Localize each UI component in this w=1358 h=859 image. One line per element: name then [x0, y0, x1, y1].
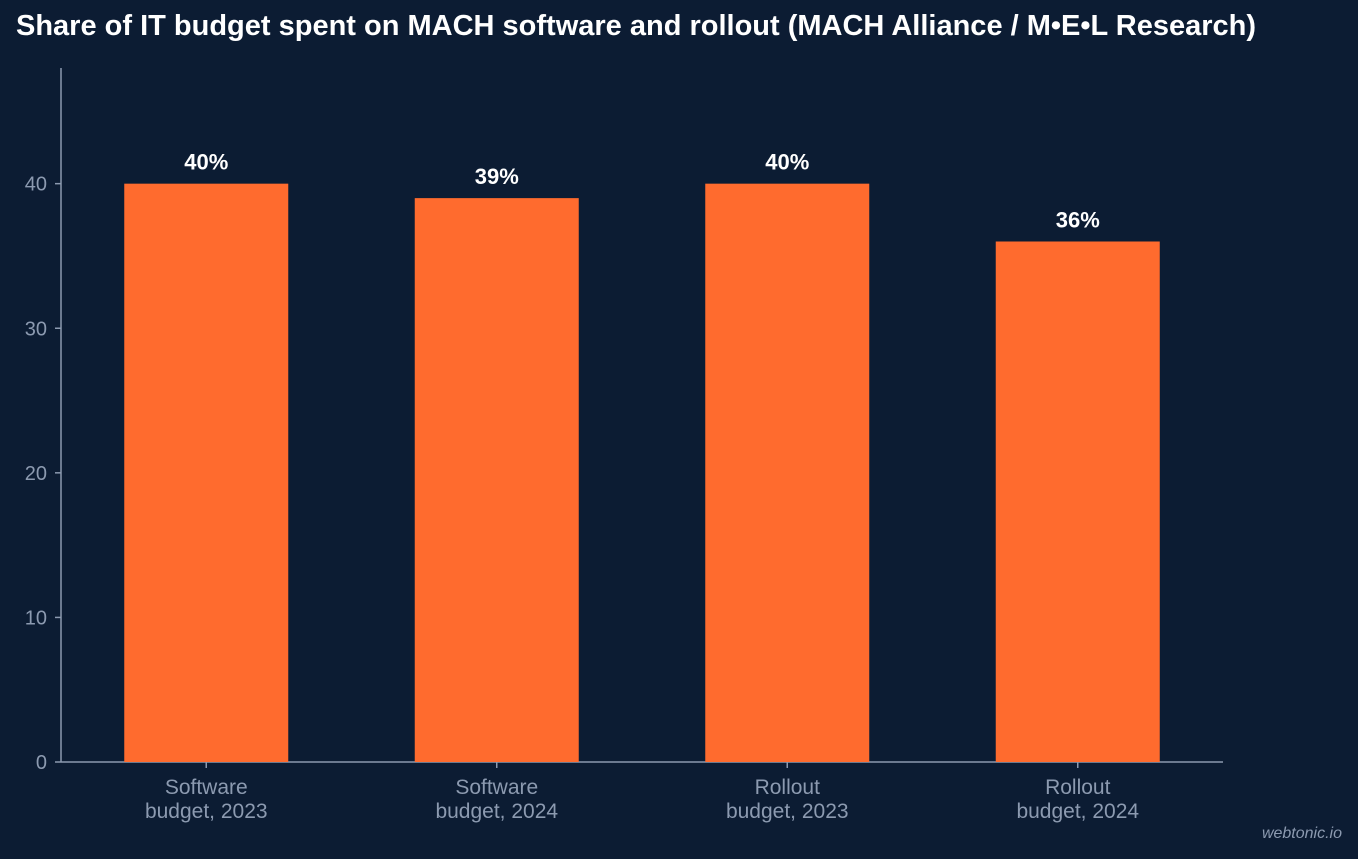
bar — [414, 198, 579, 762]
watermark: webtonic.io — [1261, 825, 1342, 842]
bar — [124, 183, 289, 762]
data-label: 40% — [765, 150, 809, 175]
x-tick-label: Rollout budget, 2023 — [726, 776, 849, 823]
data-label: 39% — [475, 164, 519, 189]
x-tick-label: Software budget, 2023 — [145, 776, 268, 823]
y-tick-label: 10 — [25, 607, 47, 629]
y-tick-label: 20 — [25, 463, 47, 485]
bar — [705, 183, 870, 762]
x-tick-label: Rollout budget, 2024 — [1016, 776, 1139, 823]
data-label: 40% — [184, 150, 228, 175]
chart-title: Share of IT budget spent on MACH softwar… — [16, 10, 1257, 42]
bar — [995, 241, 1160, 762]
y-tick-label: 40 — [25, 174, 47, 196]
x-tick-label: Software budget, 2024 — [435, 776, 558, 823]
x-axis: Software budget, 2023 Software budget, 2024… — [61, 761, 1223, 823]
bars: 40% 39% 40% 36% — [124, 150, 1160, 762]
data-label: 36% — [1056, 208, 1100, 233]
y-tick-label: 30 — [25, 318, 47, 340]
y-axis: 0 10 20 30 40 — [25, 68, 62, 774]
y-tick-label: 0 — [36, 752, 47, 774]
